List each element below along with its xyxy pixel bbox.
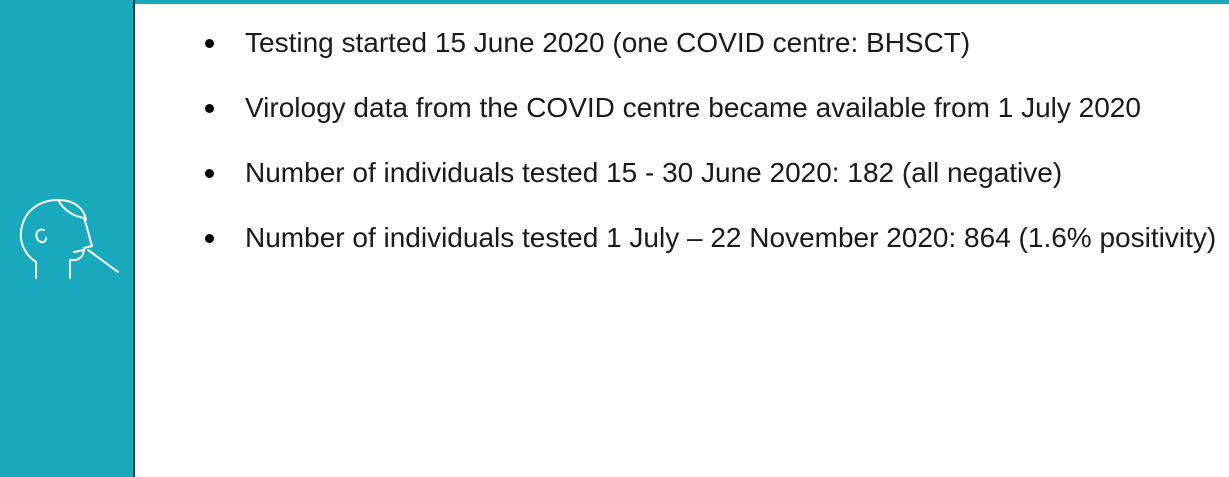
bullet-list: Testing started 15 June 2020 (one COVID … [205,20,1227,280]
side-panel [0,0,135,477]
bullet-item: Number of individuals tested 15 - 30 Jun… [205,150,1227,196]
top-bar [0,0,1229,4]
swab-icon [19,199,119,279]
bullet-item: Testing started 15 June 2020 (one COVID … [205,20,1227,66]
bullet-item: Virology data from the COVID centre beca… [205,85,1227,131]
bullet-item: Number of individuals tested 1 July – 22… [205,215,1227,261]
